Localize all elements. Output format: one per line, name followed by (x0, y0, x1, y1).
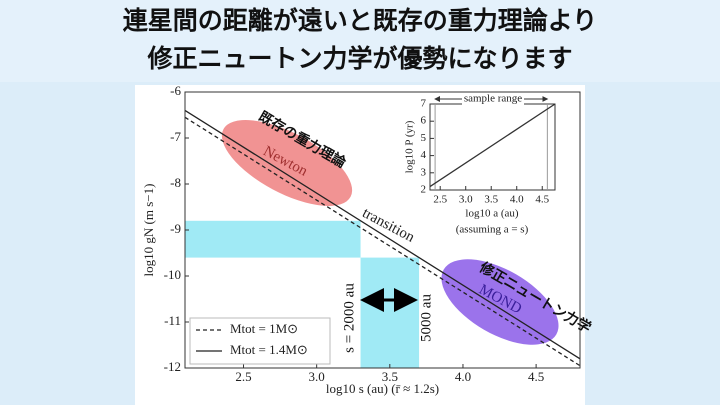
y-tick-label: -8 (170, 175, 181, 190)
legend-label: Mtot = 1.4M⊙ (230, 342, 308, 357)
data-line (184, 109, 581, 360)
band (185, 220, 361, 258)
y-tick-label: -6 (170, 83, 181, 98)
x-tick-label: 2.5 (235, 369, 251, 384)
annotation: 5000 au (418, 294, 434, 342)
y-tick-label: 7 (421, 98, 427, 110)
y-tick-label: 4 (421, 149, 427, 161)
y-axis-label: log10 gN (m s−1) (141, 184, 156, 277)
inset-x-label: log10 a (au) (465, 208, 518, 220)
legend-box (189, 317, 331, 365)
x-tick-label: 2.5 (433, 194, 447, 206)
newton-region (221, 120, 353, 206)
legend-label: Mtot = 1M⊙ (230, 321, 298, 336)
y-tick-label: 2 (421, 184, 427, 196)
data-line (429, 103, 556, 188)
inset-title: sample range (464, 93, 522, 105)
band (360, 257, 420, 368)
x-tick-label: 3.0 (309, 369, 325, 384)
inset-y-label: log10 P (yr) (404, 120, 416, 173)
x-tick-label: 3.5 (484, 194, 498, 206)
y-tick-label: -7 (170, 129, 181, 144)
x-tick-label: 4.0 (510, 194, 524, 206)
x-tick-label: 3.0 (459, 194, 473, 206)
x-axis-label: log10 s (au) (r̄ ≈ 1.2s) (326, 381, 439, 396)
x-tick-label: 4.0 (455, 369, 471, 384)
y-tick-label: -9 (170, 221, 181, 236)
header-band (0, 0, 720, 82)
y-tick-label: 5 (421, 132, 427, 144)
mond-region (441, 259, 559, 345)
slide-title: 連星間の距離が遠いと既存の重力理論より (123, 6, 598, 35)
range-label-bg (462, 93, 524, 105)
y-tick-label: 6 (421, 115, 427, 127)
annotation: s = 2000 au (341, 283, 357, 353)
y-tick-label: 3 (421, 166, 427, 178)
x-tick-label: 3.5 (382, 369, 398, 384)
inset-note: (assuming a = s) (456, 224, 529, 236)
slide-title: 修正ニュートン力学が優勢になります (146, 44, 572, 73)
y-tick-label: -11 (164, 313, 181, 328)
y-tick-label: -12 (164, 359, 181, 374)
data-line (184, 116, 581, 367)
x-tick-label: 4.5 (528, 369, 544, 384)
x-tick-label: 4.5 (535, 194, 549, 206)
y-tick-label: -10 (164, 267, 181, 282)
